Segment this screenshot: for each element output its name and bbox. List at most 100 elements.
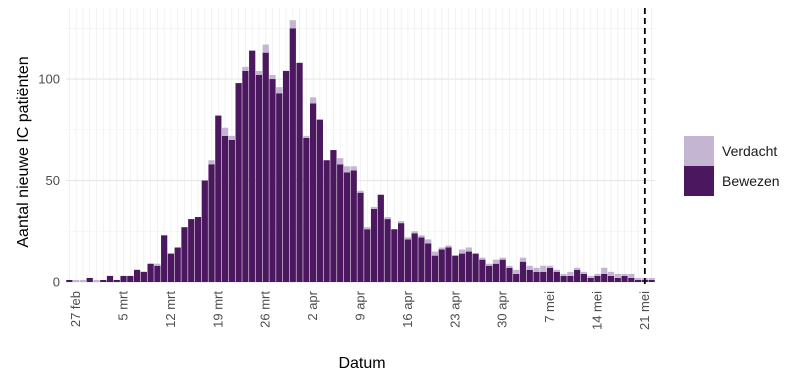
bar-bewezen [249, 50, 256, 282]
bar-verdacht [492, 259, 500, 264]
bar-bewezen [235, 83, 242, 282]
bar-verdacht [370, 206, 378, 209]
bar-verdacht [343, 166, 351, 173]
bar-bewezen [127, 275, 134, 282]
bar-bewezen [133, 269, 141, 282]
bar-bewezen [519, 261, 527, 282]
bar-bewezen [533, 271, 540, 282]
y-tick-label: 50 [46, 173, 60, 188]
bar-bewezen [391, 229, 398, 282]
bar-bewezen [86, 277, 93, 282]
bar-bewezen [634, 279, 642, 282]
bar-bewezen [607, 275, 615, 282]
bar-bewezen [587, 277, 594, 282]
bar-bewezen [648, 279, 655, 282]
bar-bewezen [499, 259, 506, 282]
bar-verdacht [418, 235, 425, 238]
bar-bewezen [398, 223, 405, 282]
legend: Verdacht Bewezen [684, 136, 780, 196]
bar-bewezen [418, 237, 425, 282]
bar-verdacht [567, 271, 574, 276]
bar-verdacht [208, 160, 215, 165]
bar-verdacht [269, 74, 276, 80]
bar-verdacht [276, 87, 283, 94]
bar-bewezen [194, 217, 202, 282]
bar-verdacht [587, 275, 594, 278]
bar-bewezen [201, 180, 208, 282]
bar-verdacht [479, 257, 486, 260]
bar-bewezen [262, 52, 269, 282]
bar-bewezen [66, 279, 73, 282]
bar-verdacht [262, 44, 269, 53]
bar-bewezen [337, 164, 344, 282]
bar-bewezen [601, 273, 608, 282]
bar-bewezen [628, 277, 635, 282]
bar-verdacht [242, 66, 249, 71]
bar-bewezen [465, 251, 472, 282]
bar-bewezen [377, 194, 384, 282]
bar-bewezen [154, 265, 161, 282]
bar-verdacht [634, 277, 642, 280]
legend-label-bewezen: Bewezen [722, 173, 780, 189]
bar-verdacht [499, 257, 506, 260]
bar-bewezen [364, 229, 371, 282]
bar-bewezen [458, 253, 466, 282]
bar-verdacht [533, 267, 540, 272]
bar-bewezen [445, 247, 452, 282]
bar-verdacht [411, 231, 418, 234]
x-tick-label: 9 apr [353, 290, 368, 320]
bar-verdacht [594, 273, 601, 276]
x-tick-label: 16 apr [400, 290, 415, 328]
bar-bewezen [472, 253, 479, 282]
bar-bewezen [621, 275, 628, 282]
bar-bewezen [323, 160, 330, 282]
bar-verdacht [398, 221, 405, 224]
bar-bewezen [309, 103, 317, 282]
bar-bewezen [161, 235, 168, 282]
bar-verdacht [438, 247, 445, 250]
bar-bewezen [289, 28, 296, 283]
x-tick-label: 21 mei [637, 291, 652, 330]
bar-verdacht [431, 251, 439, 256]
bar-verdacht [228, 135, 235, 140]
bar-bewezen [404, 239, 412, 282]
x-axis: 27 feb 5 mrt 12 mrt 19 mrt 26 mrt 2 apr 9 apr 1… [68, 290, 652, 330]
bar-verdacht [486, 263, 493, 266]
bar-bewezen [431, 255, 439, 282]
bar-verdacht [540, 265, 547, 272]
bar-verdacht [255, 70, 263, 75]
x-tick-label: 19 mrt [210, 291, 225, 328]
x-tick-label: 30 apr [495, 290, 510, 328]
bar-bewezen [303, 137, 310, 282]
bar-bewezen [147, 263, 154, 282]
bar-bewezen [580, 273, 588, 282]
bar-verdacht [357, 190, 364, 193]
bar-verdacht [607, 271, 615, 276]
legend-swatch-bewezen [684, 166, 714, 196]
bar-bewezen [296, 62, 303, 282]
bar-bewezen [425, 243, 432, 282]
y-axis: 0 50 100 [38, 72, 60, 290]
bar-bewezen [384, 219, 391, 282]
x-axis-title: Datum [338, 355, 385, 371]
bar-bewezen [242, 70, 249, 282]
bar-verdacht [553, 269, 560, 272]
bar-bewezen [479, 259, 486, 282]
bar-bewezen [492, 263, 500, 282]
bar-bewezen [167, 253, 175, 282]
bar-verdacht [154, 263, 161, 266]
bar-bewezen [452, 255, 459, 282]
y-tick-label: 100 [38, 72, 60, 87]
bar-bewezen [574, 269, 581, 282]
bar-bewezen [594, 275, 601, 282]
bar-verdacht [574, 267, 581, 270]
x-tick-label: 12 mrt [163, 291, 178, 328]
bar-bewezen [113, 279, 120, 282]
bar-bewezen [486, 265, 493, 282]
bar-bewezen [316, 119, 323, 282]
bar-verdacht [513, 269, 520, 274]
bar-verdacht [458, 249, 466, 254]
bar-verdacht [364, 227, 371, 230]
bar-verdacht [519, 257, 527, 262]
x-tick-label: 7 mei [542, 291, 557, 323]
